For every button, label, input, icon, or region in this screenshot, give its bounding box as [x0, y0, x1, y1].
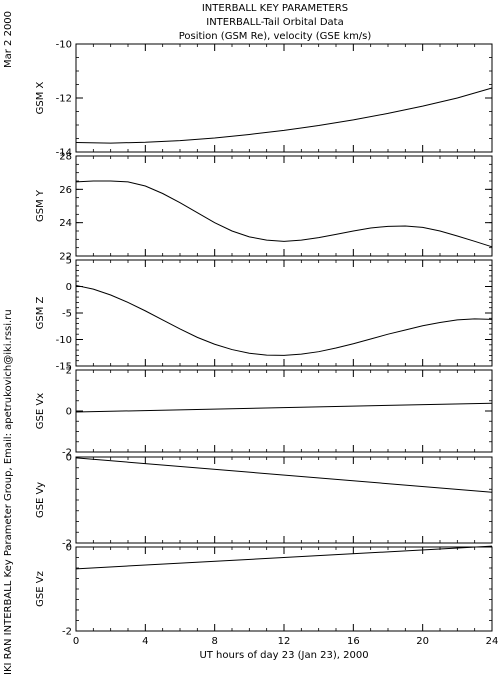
x-tick-label: 16	[347, 636, 360, 647]
y-tick-label: 5	[66, 256, 72, 267]
panel-frame	[75, 43, 493, 153]
series-line	[75, 457, 493, 493]
chart-title-3: Position (GSM Re), velocity (GSE km/s)	[178, 31, 372, 42]
x-tick-label: 20	[416, 636, 429, 647]
panel-gse-vy: -2 0 GSE Vy	[35, 453, 493, 550]
x-axis-label: UT hours of day 23 (Jan 23), 2000	[199, 650, 368, 661]
x-tick-label: 4	[142, 636, 148, 647]
y-tick-label: -12	[56, 94, 72, 105]
panel-frame	[75, 259, 493, 367]
y-tick-label: 28	[59, 152, 72, 163]
x-tick-label: 8	[211, 636, 217, 647]
series-line	[75, 402, 493, 413]
y-tick-label: -14	[56, 148, 72, 159]
y-tick-label: 0	[66, 407, 72, 418]
x-tick-label: 0	[73, 636, 79, 647]
x-tick-label: 24	[486, 636, 499, 647]
panel-gsm-x: -14 -12 -10 GSM X	[35, 40, 493, 159]
y-axis-label: GSM X	[35, 81, 46, 114]
y-tick-label: -2	[62, 539, 72, 550]
panel-gsm-z: -15 -10 -5 0 5 GSM Z	[35, 256, 493, 373]
y-tick-label: -5	[62, 309, 72, 320]
y-tick-label: 0	[66, 282, 72, 293]
series-line	[75, 284, 493, 356]
y-tick-label: -15	[56, 362, 72, 373]
y-tick-label: -10	[56, 40, 72, 51]
y-tick-label: 0	[66, 543, 72, 554]
y-tick-label: 2	[66, 366, 72, 377]
series-line	[75, 87, 493, 144]
series-line	[75, 180, 493, 248]
series-line	[75, 545, 493, 570]
y-tick-label: 26	[59, 185, 72, 196]
panel-gse-vx: -2 0 2 GSE Vx	[35, 366, 493, 459]
y-tick-label: -10	[56, 335, 72, 346]
chart-title-1: INTERBALL KEY PARAMETERS	[201, 3, 349, 14]
panel-gse-vz: -2 0 GSE Vz	[35, 543, 493, 638]
panel-frame	[75, 546, 493, 632]
y-axis-label: GSE Vx	[35, 393, 46, 429]
chart-title-2: INTERBALL-Tail Orbital Data	[206, 17, 344, 28]
y-tick-label: -2	[62, 448, 72, 459]
y-tick-label: 0	[66, 453, 72, 464]
panel-gsm-y: 22 24 26 28 GSM Y	[35, 152, 493, 263]
y-axis-label: GSE Vy	[35, 482, 46, 518]
y-tick-label: -2	[62, 627, 72, 638]
y-axis-label: GSM Y	[35, 189, 46, 222]
y-axis-label: GSE Vz	[35, 571, 46, 607]
y-tick-label: 24	[59, 218, 72, 229]
x-tick-label: 12	[278, 636, 291, 647]
y-axis-label: GSM Z	[35, 296, 46, 329]
y-tick-label: 22	[59, 252, 72, 263]
panel-frame	[75, 456, 493, 544]
